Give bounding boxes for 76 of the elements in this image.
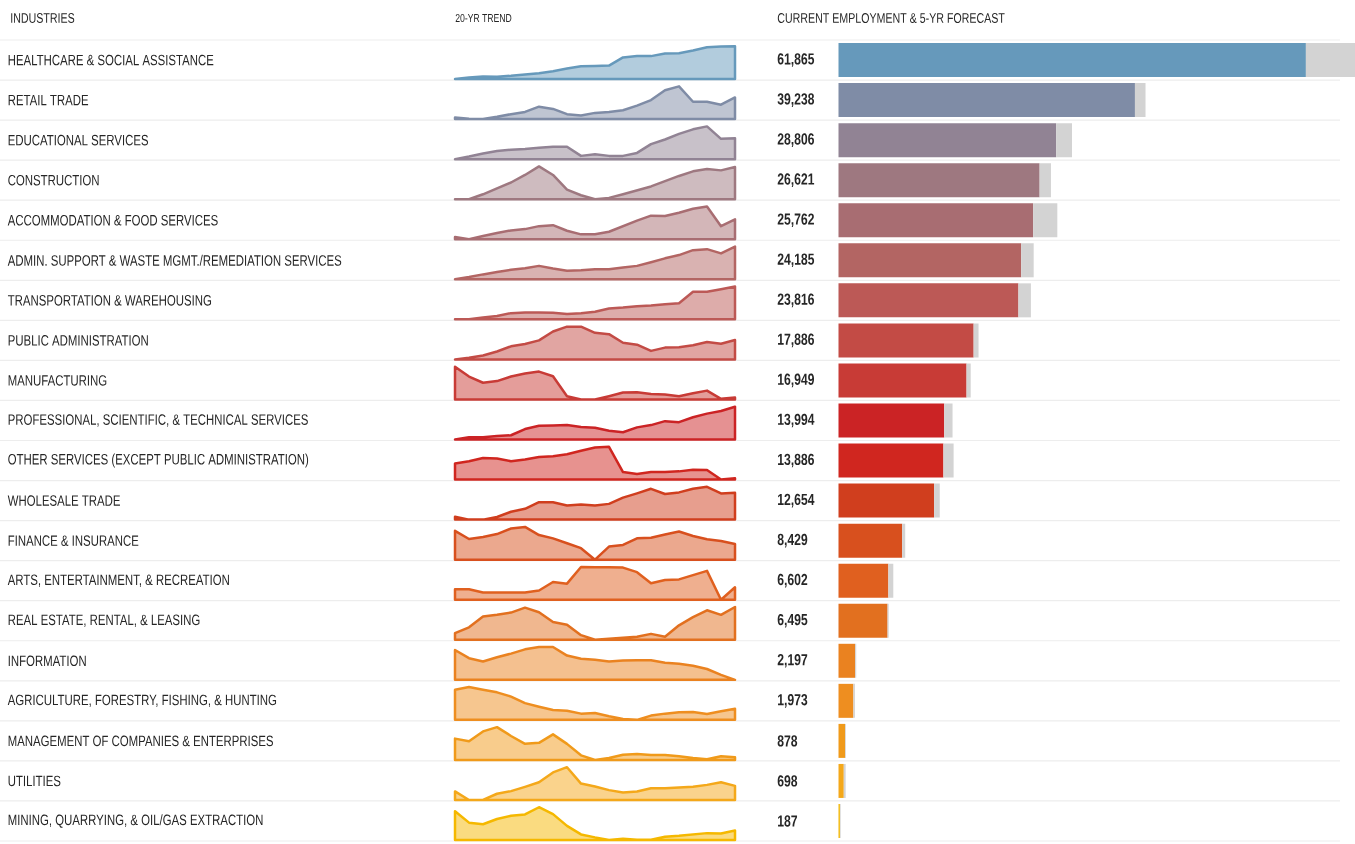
- bar: [838, 603, 888, 638]
- data-label: 61,865: [777, 53, 815, 67]
- bar: [838, 443, 944, 478]
- data-label: 13,994: [778, 413, 815, 428]
- y-axis-title: INDUSTRIES: [11, 13, 75, 23]
- bar: [934, 483, 940, 518]
- bar: [838, 683, 854, 718]
- data-label: 17,886: [778, 333, 815, 348]
- data-label: 13,886: [778, 453, 815, 468]
- bar: [1018, 283, 1031, 318]
- y-tick-label: FINANCE & INSURANCE: [8, 535, 139, 546]
- y-tick-label: MANUFACTURING: [8, 375, 107, 386]
- y-tick-label: OTHER SERVICES (EXCEPT PUBLIC ADMINISTRATION): [8, 453, 309, 468]
- data-label: 16,949: [778, 373, 815, 388]
- bar: [1021, 243, 1034, 278]
- data-label: 28,806: [777, 133, 815, 147]
- y-tick-label: WHOLESALE TRADE: [7, 495, 120, 506]
- bar: [838, 323, 974, 358]
- y-tick-label: INFORMATION: [8, 655, 86, 667]
- bar: [838, 163, 1040, 198]
- y-tick-label: MANAGEMENT OF COMPANIES & ENTERPRISES: [8, 735, 273, 747]
- bar: [838, 483, 935, 518]
- bar: [1056, 123, 1072, 158]
- bar: [1305, 43, 1355, 78]
- bar: [838, 243, 1022, 278]
- y-tick-label: ACCOMMODATION & FOOD SERVICES: [7, 214, 218, 226]
- y-tick-label: RETAIL TRADE: [8, 94, 89, 106]
- bar: [838, 43, 1306, 78]
- bar: [1033, 203, 1058, 238]
- data-label: 12,654: [778, 493, 815, 508]
- chart-title: 20-YR TREND: [455, 14, 512, 23]
- data-label: 26,621: [777, 173, 815, 188]
- bar: [838, 283, 1019, 318]
- chart-title: CURRENT EMPLOYMENT & 5-YR FORECAST: [777, 13, 1005, 23]
- bar: [838, 203, 1034, 238]
- data-label: 2,197: [777, 653, 808, 668]
- bar: [838, 643, 856, 678]
- y-tick-label: EDUCATIONAL SERVICES: [8, 134, 149, 146]
- bar: [966, 363, 971, 398]
- bar: [943, 443, 954, 478]
- bar: [973, 323, 979, 358]
- data-label: 23,816: [777, 293, 815, 308]
- bar: [838, 123, 1057, 158]
- bar: [888, 563, 894, 598]
- bar: [838, 763, 844, 798]
- y-tick-label: AGRICULTURE, FORESTRY, FISHING, & HUNTING: [7, 694, 277, 708]
- y-tick-label: ARTS, ENTERTAINMENT, & RECREATION: [7, 574, 229, 587]
- y-tick-label: UTILITIES: [8, 775, 61, 787]
- data-label: 1,973: [778, 694, 808, 708]
- data-label: 6,495: [777, 613, 808, 628]
- bar: [838, 363, 967, 398]
- bar: [902, 523, 906, 558]
- y-tick-label: REAL ESTATE, RENTAL, & LEASING: [8, 614, 200, 627]
- bar: [838, 563, 889, 598]
- data-label: 25,762: [777, 213, 814, 228]
- y-tick-label: TRANSPORTATION & WAREHOUSING: [7, 295, 212, 306]
- data-label: 8,429: [777, 533, 808, 548]
- bar: [838, 403, 945, 438]
- y-tick-label: PROFESSIONAL, SCIENTIFIC, & TECHNICAL SERVICES: [8, 414, 308, 427]
- bar: [838, 523, 903, 558]
- data-label: 878: [777, 735, 798, 747]
- bar: [1039, 163, 1051, 198]
- y-tick-label: CONSTRUCTION: [8, 174, 99, 186]
- bar: [944, 403, 953, 438]
- data-label: 698: [777, 775, 798, 787]
- y-tick-label: PUBLIC ADMINISTRATION: [8, 335, 148, 346]
- data-label: 6,602: [777, 573, 808, 588]
- data-label: 24,185: [777, 253, 815, 268]
- y-tick-label: ADMIN. SUPPORT & WASTE MGMT./REMEDIATION SERVICES: [7, 254, 342, 266]
- bar: [838, 83, 1135, 118]
- bar: [1134, 83, 1146, 118]
- y-tick-label: HEALTHCARE & SOCIAL ASSISTANCE: [8, 54, 214, 66]
- bar: [838, 723, 846, 758]
- y-tick-label: MINING, QUARRYING, & OIL/GAS EXTRACTION: [8, 814, 263, 828]
- data-label: 39,238: [777, 93, 815, 107]
- data-label: 187: [778, 815, 798, 827]
